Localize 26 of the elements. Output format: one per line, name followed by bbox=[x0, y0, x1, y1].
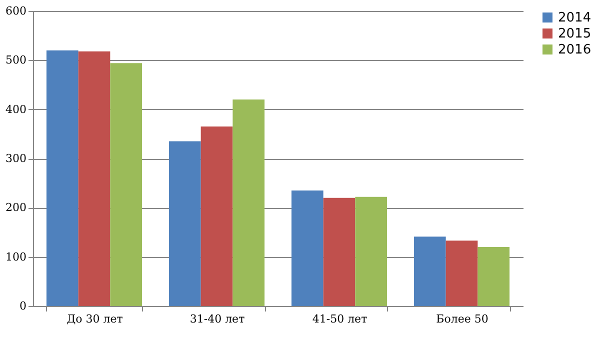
bar bbox=[446, 240, 478, 306]
bar bbox=[200, 126, 233, 306]
bar bbox=[478, 247, 510, 306]
y-tick-label: 300 bbox=[6, 152, 26, 165]
bar bbox=[110, 63, 142, 306]
bar bbox=[355, 196, 388, 306]
bar bbox=[323, 198, 356, 306]
x-tick-label: 41-50 лет bbox=[312, 312, 368, 326]
y-tick-label: 0 bbox=[20, 300, 26, 312]
legend-label: 2014 bbox=[558, 10, 592, 26]
x-tick-label: До 30 лет bbox=[66, 312, 123, 326]
y-tick-label: 400 bbox=[6, 102, 26, 116]
y-tick-label: 500 bbox=[6, 54, 26, 67]
x-tick-label: 31-40 лет bbox=[190, 312, 245, 326]
y-tick-label: 200 bbox=[6, 201, 26, 214]
bar bbox=[168, 141, 201, 306]
bar bbox=[414, 236, 446, 306]
y-tick-label: 100 bbox=[6, 250, 26, 264]
bar bbox=[232, 100, 265, 306]
bar bbox=[46, 50, 78, 306]
bar bbox=[291, 190, 324, 306]
bar bbox=[78, 51, 110, 306]
y-tick-label: 600 bbox=[6, 4, 26, 18]
legend-label: 2016 bbox=[558, 42, 592, 58]
legend-label: 2015 bbox=[558, 26, 592, 42]
x-tick-label: Более 50 bbox=[436, 312, 488, 326]
